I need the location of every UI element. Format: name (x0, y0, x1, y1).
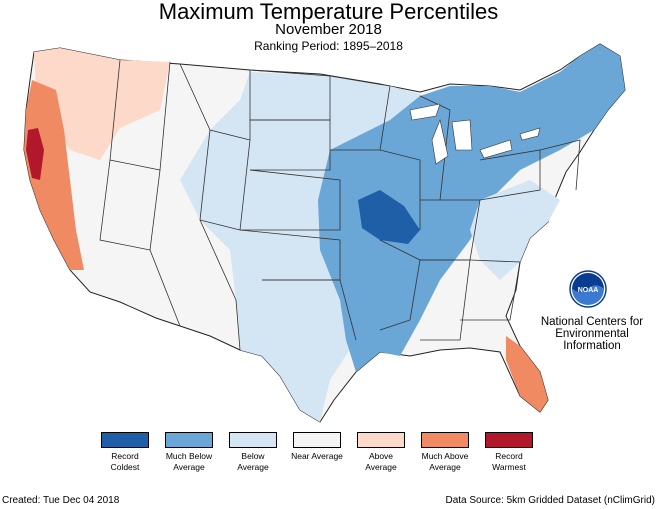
legend-swatch (165, 432, 213, 448)
agency-name: National Centers for Environmental Infor… (540, 316, 644, 352)
legend-swatch (421, 432, 469, 448)
ranking-period: Ranking Period: 1895–2018 (254, 39, 403, 53)
legend-label: Above Average (365, 451, 397, 472)
noaa-logo: NOAA (569, 270, 607, 308)
region-northern-california-coast (26, 128, 44, 180)
region-midwest-core (358, 190, 420, 244)
legend-swatch (229, 432, 277, 448)
legend-item-much-above-average: Much Above Average (418, 432, 472, 473)
legend-label: Record Coldest (110, 451, 140, 472)
state-borders (99, 59, 581, 351)
map-subtitle: November 2018 (275, 21, 382, 38)
legend-item-above-average: Above Average (354, 432, 408, 473)
map-title: Maximum Temperature Percentiles (158, 0, 499, 24)
legend-item-record-coldest: Record Coldest (98, 432, 152, 473)
region-midwest-south (318, 44, 625, 372)
legend-swatch (293, 432, 341, 448)
legend-swatch (485, 432, 533, 448)
legend-label: Near Average (291, 451, 343, 461)
legend-item-near-average: Near Average (290, 432, 344, 462)
great-lakes (409, 103, 541, 165)
legend-item-record-warmest: Record Warmest (482, 432, 536, 473)
region-florida (506, 336, 548, 412)
region-mid-atlantic (470, 180, 560, 280)
legend-label: Record Warmest (492, 451, 526, 472)
legend-label: Below Average (237, 451, 269, 472)
noaa-logo-text: NOAA (578, 287, 599, 294)
legend-item-much-below-average: Much Below Average (162, 432, 216, 473)
created-date: Created: Tue Dec 04 2018 (2, 495, 120, 506)
legend-swatch (357, 432, 405, 448)
region-west-coast (24, 80, 84, 270)
legend-swatch (101, 432, 149, 448)
region-northwest-interior (34, 48, 170, 160)
legend-item-below-average: Below Average (226, 432, 280, 473)
legend-label: Much Below Average (165, 451, 213, 472)
legend-label: Much Above Average (421, 451, 469, 472)
data-source: Data Source: 5km Gridded Dataset (nClimG… (445, 495, 655, 506)
legend: Record Coldest Much Below Average Below … (98, 432, 538, 492)
